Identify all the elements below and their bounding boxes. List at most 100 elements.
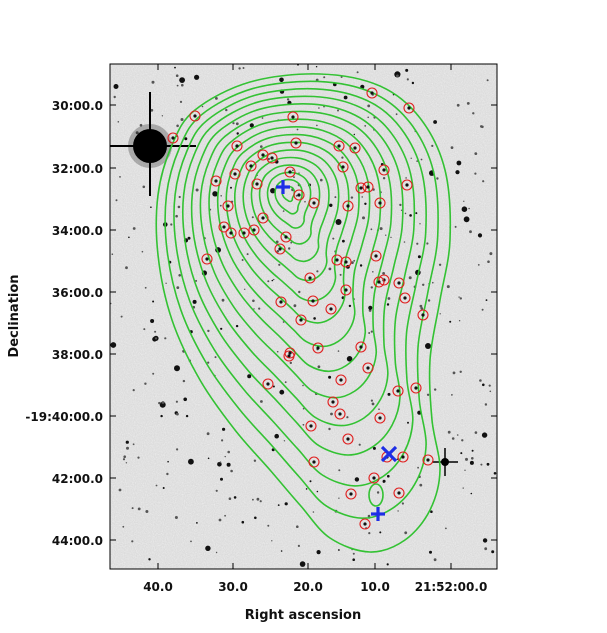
source-dot [366,185,370,189]
star [137,507,141,511]
source-circle [399,292,411,304]
star [296,128,299,131]
star [304,200,306,203]
star [466,102,470,105]
star [183,397,187,402]
source-dot [261,216,265,220]
star [278,263,281,266]
source-dot [287,354,291,358]
source-dot [405,183,409,187]
star [258,307,261,310]
source-dot [339,378,343,382]
source-circle [410,382,422,394]
source-dot [377,280,381,284]
source-dot [359,345,363,349]
x-axis-title: Right ascension [245,608,361,623]
star [370,228,373,231]
star [238,67,241,70]
star [493,472,497,475]
source-circle [218,221,230,233]
star [463,216,470,223]
source-circle [362,181,374,193]
star [267,280,270,283]
source-dot [316,346,320,350]
source-circle [275,296,287,308]
source-circle [308,197,320,209]
star [395,113,398,116]
source-circle [266,152,278,164]
contour-level [182,95,416,456]
source-dot [349,492,353,496]
star [220,477,223,481]
star [235,122,239,126]
contour-level [216,126,371,348]
star [454,225,457,228]
source-circle [349,142,361,154]
star [404,531,408,535]
star [446,285,450,289]
source-dot [205,257,209,261]
star [141,250,144,253]
contour-level [208,118,382,373]
star [426,393,430,396]
star [144,286,147,289]
star [215,551,218,554]
star [280,550,283,552]
source-circle [280,231,292,243]
star [346,356,353,362]
y-tick-label: 42:00.0 [52,472,103,486]
star [175,214,178,218]
star [151,80,155,84]
star [455,170,460,175]
axis-ticks [110,64,497,569]
star [379,531,382,534]
source-dot [288,170,292,174]
star [224,514,227,517]
star [458,320,461,322]
source-circle [378,274,390,286]
star [394,71,401,78]
star [267,524,270,527]
star [179,100,183,103]
star [477,264,480,266]
star [436,177,439,180]
source-dot [193,114,197,118]
star [118,488,122,492]
star [132,227,136,230]
source-dot [261,153,265,157]
star [217,462,222,467]
star [215,489,218,492]
star [161,401,165,404]
star [207,329,210,333]
star [178,274,181,277]
star [185,414,189,418]
source-circle [251,178,263,190]
source-circle [305,420,317,432]
star [126,446,129,450]
star [284,381,287,384]
star [302,423,305,426]
star [464,469,466,471]
star [315,66,318,68]
source-circle [238,227,250,239]
star [489,252,493,256]
star [251,216,254,219]
source-dot [222,225,226,229]
source-circle [401,179,413,191]
star [477,233,483,238]
star [219,461,222,464]
star [400,209,403,211]
star [132,389,135,392]
y-tick-label: 44:00.0 [52,534,103,548]
source-dot [312,201,316,205]
star [276,250,280,253]
star [386,563,389,566]
star [226,462,231,467]
star [371,402,375,406]
star [472,112,475,115]
star [367,104,371,108]
star [279,77,284,83]
star [390,236,392,239]
x-tick-label: 20.0 [293,580,323,594]
star [125,462,128,464]
